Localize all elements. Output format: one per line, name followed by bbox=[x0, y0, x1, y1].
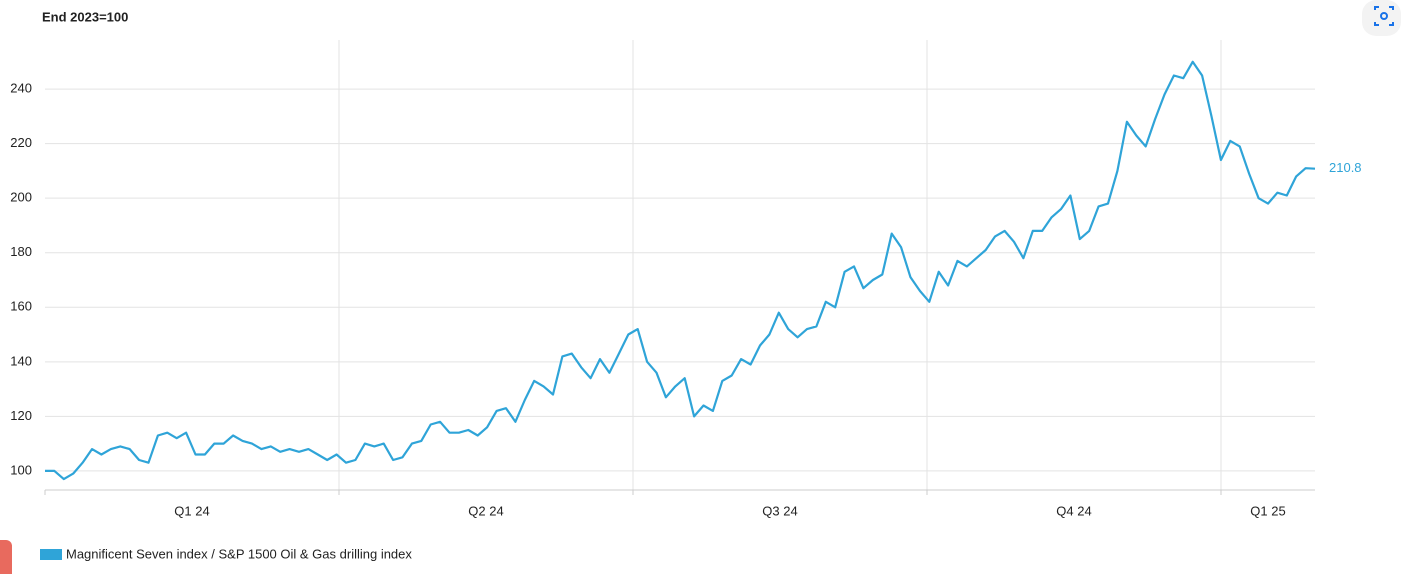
y-tick-label: 220 bbox=[10, 135, 32, 150]
line-series bbox=[45, 60, 1316, 481]
x-tick-label: Q3 24 bbox=[762, 503, 797, 518]
camera-icon bbox=[1374, 6, 1394, 26]
camera-icon-lens bbox=[1380, 12, 1388, 20]
legend-swatch bbox=[40, 549, 62, 560]
x-tick-label: Q1 25 bbox=[1250, 503, 1285, 518]
y-axis-label: End 2023=100 bbox=[42, 9, 128, 24]
y-tick-label: 140 bbox=[10, 353, 32, 368]
legend-label: Magnificent Seven index / S&P 1500 Oil &… bbox=[66, 546, 412, 561]
y-tick-label: 160 bbox=[10, 299, 32, 314]
x-tick-label: Q4 24 bbox=[1056, 503, 1091, 518]
side-tab[interactable] bbox=[0, 540, 12, 579]
y-tick-label: 200 bbox=[10, 190, 32, 205]
y-tick-label: 100 bbox=[10, 462, 32, 477]
end-value-label: 210.8 bbox=[1329, 160, 1362, 175]
y-tick-label: 180 bbox=[10, 244, 32, 259]
y-tick-label: 240 bbox=[10, 81, 32, 96]
y-tick-label: 120 bbox=[10, 408, 32, 423]
x-tick-label: Q2 24 bbox=[468, 503, 503, 518]
x-tick-label: Q1 24 bbox=[174, 503, 209, 518]
